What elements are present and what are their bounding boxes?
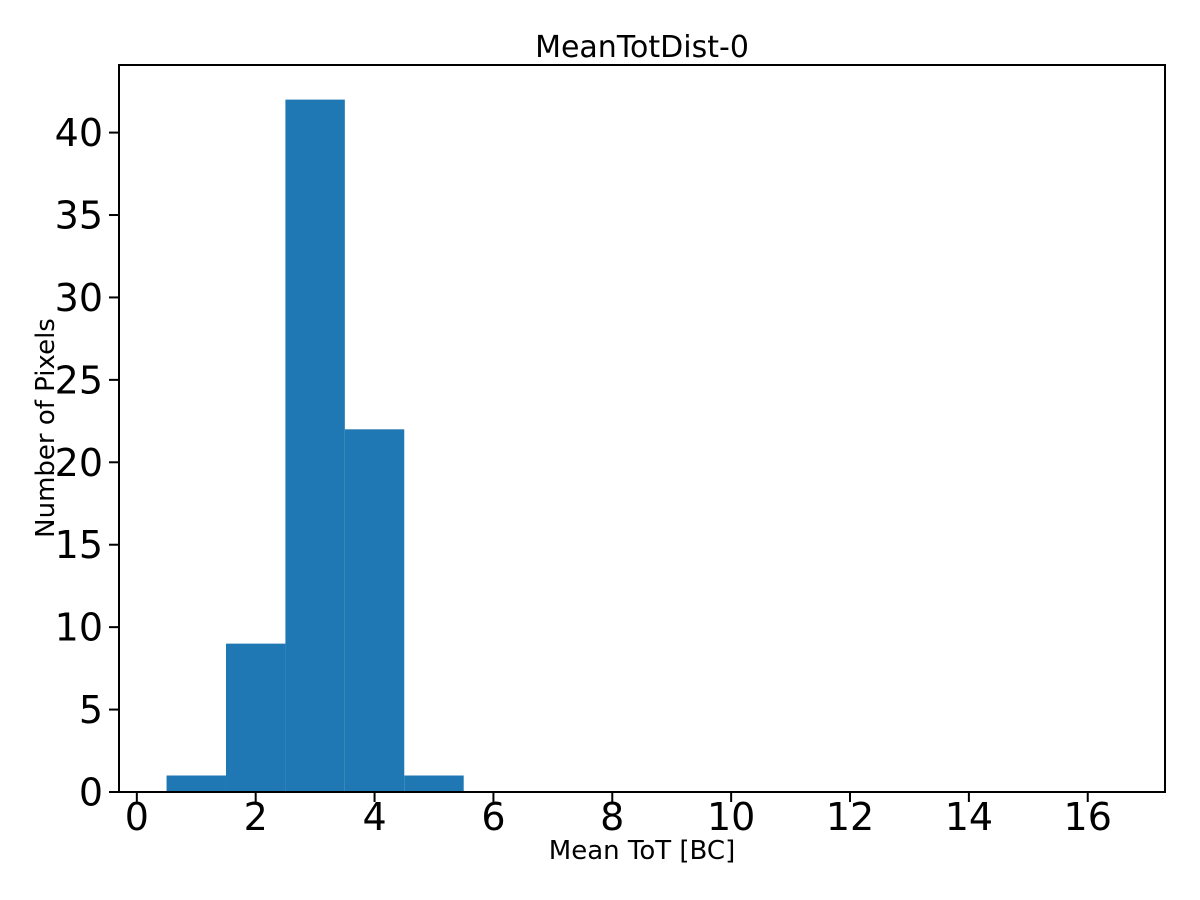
x-tick-label: 12: [826, 795, 874, 839]
histogram-bar: [225, 643, 286, 792]
y-tick-label: 15: [55, 523, 103, 567]
chart-title: MeanTotDist-0: [535, 30, 749, 65]
y-tick-label: 0: [79, 771, 103, 815]
y-tick-label: 20: [55, 441, 103, 485]
y-tick-label: 30: [55, 276, 103, 320]
x-tick-label: 14: [945, 795, 993, 839]
x-tick-label: 4: [362, 795, 386, 839]
histogram-bar: [344, 429, 405, 792]
x-axis-label: Mean ToT [BC]: [548, 836, 736, 866]
x-tick-label: 16: [1064, 795, 1112, 839]
histogram-bar: [404, 775, 464, 792]
histogram-bar: [285, 99, 345, 793]
histogram-bar: [166, 775, 226, 792]
x-tick-label: 0: [125, 795, 149, 839]
y-tick-label: 5: [79, 688, 103, 732]
axes-frame: [118, 64, 1166, 793]
x-tick-label: 8: [600, 795, 624, 839]
y-tick-label: 35: [55, 194, 103, 238]
y-axis-label: Number of Pixels: [31, 318, 61, 538]
y-tick-label: 10: [55, 606, 103, 650]
x-tick-label: 10: [707, 795, 755, 839]
y-tick-label: 25: [55, 358, 103, 402]
x-tick-label: 2: [244, 795, 268, 839]
x-tick-label: 6: [481, 795, 505, 839]
y-tick-label: 40: [55, 111, 103, 155]
